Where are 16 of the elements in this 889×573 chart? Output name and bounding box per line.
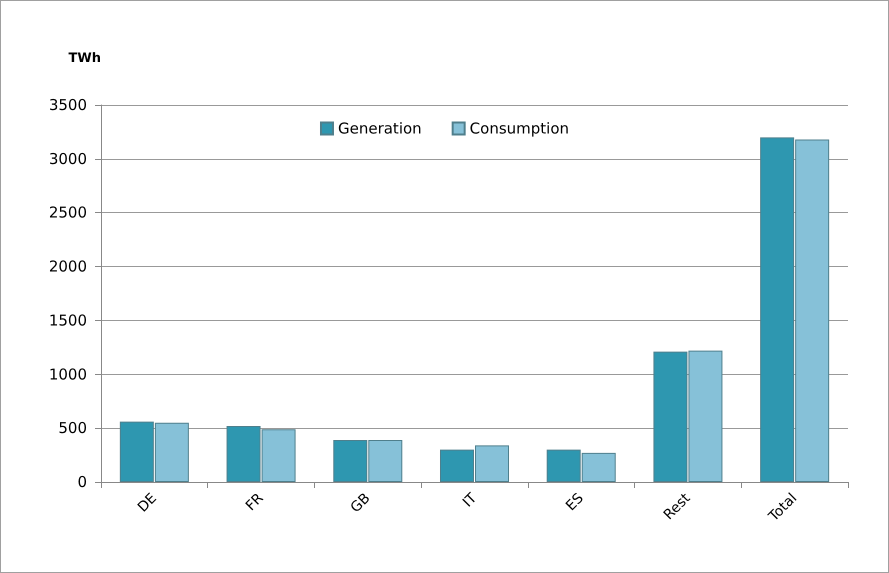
y-tick-label: 3000 xyxy=(48,150,87,168)
x-tick-label: DE xyxy=(134,490,160,516)
legend-label: Consumption xyxy=(470,120,570,138)
y-tick-label: 2500 xyxy=(48,204,87,222)
y-tick-label: 2000 xyxy=(48,258,87,276)
x-tick-label: FR xyxy=(242,490,267,514)
y-tick-label: 500 xyxy=(58,419,87,438)
legend-label: Generation xyxy=(338,120,422,138)
x-tick-label: ES xyxy=(563,490,587,514)
y-tick-label: 0 xyxy=(77,473,87,491)
x-tick-label: GB xyxy=(348,490,374,516)
y-tick-label: 1000 xyxy=(48,365,87,384)
y-tick-label: 3500 xyxy=(48,96,87,114)
y-axis-title: TWh xyxy=(68,51,101,66)
x-tick-label: IT xyxy=(460,490,480,511)
y-tick-label: 1500 xyxy=(48,311,87,330)
